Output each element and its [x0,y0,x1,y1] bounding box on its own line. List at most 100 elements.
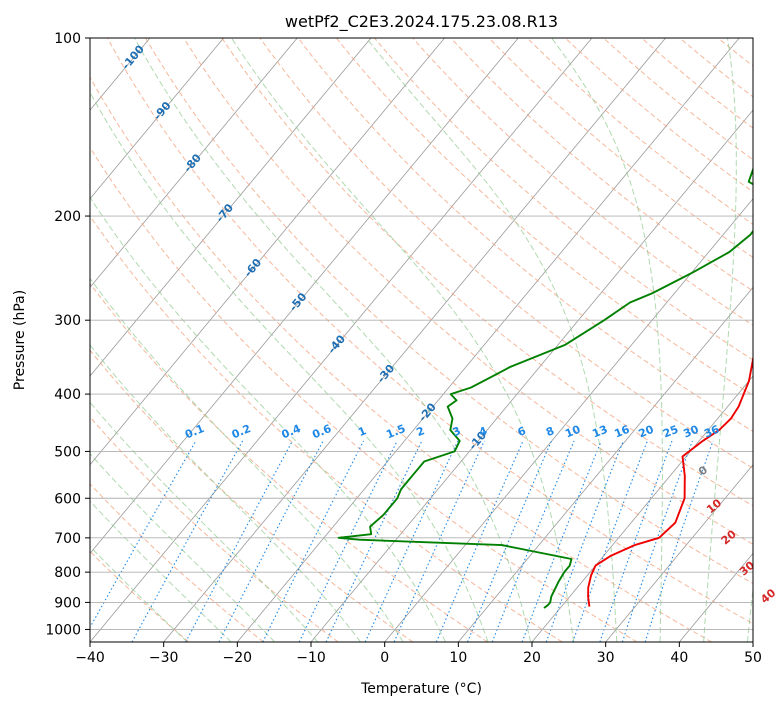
moist-adiabat-line [90,91,489,642]
isotherm-line [310,109,753,642]
dry-adiabat-line [183,38,753,545]
isotherm-line [679,552,753,642]
x-tick-label: 10 [449,650,467,666]
dry-adiabat-line [90,483,264,642]
moist-adiabat-line [747,584,753,642]
y-tick-label: 300 [54,313,81,329]
dry-adiabat-label: 30 [737,558,757,578]
dry-adiabat-label: 40 [758,586,775,606]
x-axis-label: Temperature (°C) [360,681,482,697]
mixing-ratio-label: 25 [661,423,680,441]
dry-adiabat-line [526,38,753,225]
dry-adiabat-line [488,38,753,259]
plot-frame [89,37,754,643]
dry-adiabat-line [106,38,753,625]
mixing-ratio-line [364,440,459,642]
y-tick-label: 100 [54,31,81,47]
dry-adiabat-line [679,38,753,98]
dry-adiabat-line [90,76,712,642]
mixing-ratio-line [131,440,244,642]
dry-adiabat-line [412,38,753,326]
mixing-ratio-line [572,440,648,642]
mixing-ratio-label: 2 [415,424,427,439]
mixing-ratio-label: 0.6 [310,422,333,441]
isotherm-line [90,38,519,554]
y-tick-label: 800 [54,565,81,581]
moist-adiabat-line [90,196,446,642]
dry-adiabat-line [756,38,775,642]
x-tick-label: 30 [597,650,615,666]
y-tick-label: 700 [54,531,81,547]
isotherm-line [531,375,753,642]
mixing-ratio-line [90,440,197,629]
mixing-ratio-line [262,440,365,642]
isotherm-line [0,38,3,642]
mixing-ratio-line [644,440,714,642]
x-tick-label: −10 [296,650,326,666]
mixing-ratio-label: 36 [702,423,721,441]
x-tick-label: −40 [75,650,105,666]
moist-adiabat-line [90,545,188,642]
dry-adiabat-line [717,38,753,67]
moist-adiabat-line [90,500,232,642]
x-tick-label: 40 [670,650,688,666]
axes-group: −40 −30 −20 −10 0 10 20 30 40 5010020030040050060… [45,31,762,666]
mixing-ratio-label: 30 [682,423,701,441]
dry-adiabat-label: 20 [719,527,739,547]
chart-title: wetPf2_C2E3.2024.175.23.08.R13 [285,12,558,32]
isotherm-line [90,38,298,289]
dry-adiabat-line [90,416,339,642]
isotherm-line [605,464,753,642]
isotherm-line [163,38,666,642]
dry-adiabat-label: 10 [704,496,724,516]
y-tick-label: 1000 [45,622,81,638]
isotherm-line [237,38,740,642]
isotherm-line [90,38,224,200]
y-tick-label: 600 [54,491,81,507]
dry-adiabat-line [564,38,753,193]
mixing-ratio-label: 0.4 [280,422,303,441]
moist-adiabat-line [231,38,575,642]
x-tick-label: −20 [223,650,253,666]
mixing-ratio-label: 0.2 [230,422,253,441]
mixing-ratio-line [599,440,673,642]
y-axis-label: Pressure (hPa) [12,290,28,390]
moist-adiabat-line [90,401,319,642]
mixing-ratio-label: 8 [544,424,556,439]
dry-adiabat-line [603,38,753,161]
dry-adiabat-label: 0 [696,463,710,478]
dry-adiabat-line [90,215,563,642]
dewpoint-line [337,166,753,609]
dry-adiabat-line [221,38,753,507]
mixing-ratio-label: 6 [516,424,528,439]
isotherm-line [90,38,593,642]
dry-adiabat-line [450,38,753,292]
moist-adiabat-line [703,38,737,642]
dry-adiabat-line [90,349,414,642]
y-tick-label: 200 [54,209,81,225]
mixing-ratio-label: 1.5 [384,422,407,441]
mixing-ratio-line [545,440,624,642]
moist-adiabat-line [366,38,618,642]
moist-adiabat-line [134,38,532,642]
mixing-ratio-line [218,440,324,642]
mixing-ratio-label: 20 [637,423,656,441]
mixing-ratio-line [393,440,485,642]
isotherm-line [90,38,445,466]
mixing-ratio-label: 3 [451,424,463,439]
dry-adiabat-line [90,146,638,642]
moist-adiabat-line [90,452,275,642]
moist-adiabat-line [90,344,361,642]
y-tick-label: 500 [54,444,81,460]
isotherm-line [90,38,372,377]
sounding-series-group [337,166,753,609]
dry-adiabat-line [374,38,753,361]
x-tick-label: −30 [149,650,179,666]
isotherm-line [458,286,753,642]
isotherm-line [384,198,753,642]
background-lines-group [0,38,775,642]
mixing-ratio-line [185,440,293,642]
x-tick-label: 20 [523,650,541,666]
mixing-ratio-line [435,440,524,642]
